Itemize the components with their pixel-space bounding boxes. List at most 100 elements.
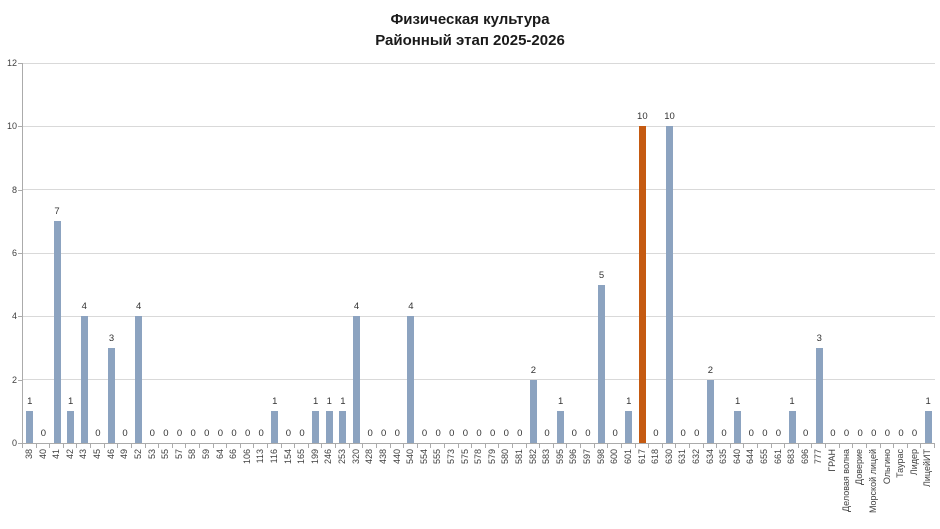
x-axis-label: 40 <box>37 449 48 460</box>
x-axis-label: 428 <box>364 449 375 465</box>
x-axis-tick <box>865 444 867 448</box>
x-axis-tick <box>784 444 786 448</box>
x-axis-tick <box>457 444 459 448</box>
bar-value-label: 1 <box>272 396 278 408</box>
x-axis-tick <box>552 444 554 448</box>
bar-value-label: 0 <box>680 428 686 439</box>
bar-value-label: 0 <box>857 428 863 439</box>
bar-value-label: 0 <box>95 428 101 439</box>
x-axis-tick <box>239 444 241 448</box>
x-axis-label: 320 <box>350 449 361 465</box>
x-axis-label: Доверие <box>854 449 865 485</box>
x-axis-label: 66 <box>228 449 239 460</box>
bar-value-label: 4 <box>408 301 414 313</box>
x-axis-label: 165 <box>296 449 307 465</box>
x-axis-tick <box>702 444 704 448</box>
bar-value-label: 1 <box>789 396 795 408</box>
x-axis-tick <box>117 444 119 448</box>
bar <box>135 316 143 443</box>
y-axis-label: 12 <box>6 58 17 68</box>
x-axis-tick <box>294 444 296 448</box>
x-axis-tick <box>430 444 432 448</box>
x-axis-line <box>22 443 935 444</box>
x-axis-tick <box>675 444 677 448</box>
x-axis-tick <box>934 444 935 448</box>
x-axis-label: 43 <box>78 449 89 460</box>
y-axis-label: 0 <box>11 438 17 448</box>
chart-title: Физическая культура Районный этап 2025-2… <box>0 9 940 51</box>
bar <box>67 411 75 443</box>
bar-value-label: 0 <box>612 428 618 439</box>
x-axis-label: 253 <box>337 449 348 465</box>
bar-value-label: 0 <box>381 428 387 439</box>
x-axis-tick <box>838 444 840 448</box>
x-axis-label: 199 <box>309 449 320 465</box>
bar-value-label: 0 <box>449 428 455 439</box>
bar-value-label: 0 <box>843 428 850 439</box>
bar-value-label: 0 <box>571 428 577 439</box>
bar-value-label: 1 <box>313 396 319 408</box>
x-axis-label: ЛицейИТ <box>922 449 933 487</box>
bar-value-label: 0 <box>163 428 169 439</box>
x-axis-label: 683 <box>786 449 797 465</box>
bar <box>666 126 674 443</box>
y-axis-tick <box>18 379 22 381</box>
bar-value-label: 0 <box>231 428 237 439</box>
y-axis-tick <box>18 316 22 318</box>
bar-value-label: 5 <box>598 269 605 281</box>
bar-value-label: 7 <box>54 206 60 218</box>
bar <box>352 316 360 443</box>
chart-title-line2: Районный этап 2025-2026 <box>375 32 565 49</box>
bar-value-label: 0 <box>299 428 305 439</box>
bar-value-label: 1 <box>340 396 346 408</box>
bar-value-label: 0 <box>421 428 428 439</box>
bar-value-label: 0 <box>190 428 196 439</box>
bar <box>407 316 415 443</box>
x-axis-label: 634 <box>704 449 715 465</box>
bar-value-label: 0 <box>775 428 782 439</box>
bar <box>788 411 796 443</box>
bar-value-label: 0 <box>217 428 223 439</box>
x-axis-tick <box>852 444 854 448</box>
x-axis-label: 438 <box>377 449 388 465</box>
x-axis-tick <box>620 444 622 448</box>
x-axis-tick <box>484 444 486 448</box>
bar <box>80 316 88 443</box>
x-axis-label: 661 <box>772 449 783 465</box>
gridline <box>23 252 935 254</box>
x-axis-label: 154 <box>282 449 293 465</box>
x-axis-tick <box>158 444 160 448</box>
x-axis-label: 655 <box>759 449 770 465</box>
bar <box>638 126 646 443</box>
x-axis-label: 632 <box>690 449 701 465</box>
x-axis-tick <box>729 444 731 448</box>
gridline <box>23 125 935 127</box>
bar <box>53 221 61 443</box>
x-axis-label: Таурас <box>895 449 906 478</box>
x-axis-label: 45 <box>92 449 103 460</box>
bar-value-label: 0 <box>476 428 482 439</box>
x-axis-label: 41 <box>51 449 62 460</box>
x-axis-tick <box>375 444 377 448</box>
bar-value-label: 0 <box>544 428 550 439</box>
x-axis-tick <box>226 444 228 448</box>
x-axis-tick <box>661 444 663 448</box>
bar <box>557 411 565 443</box>
x-axis-tick <box>716 444 718 448</box>
x-axis-label: 106 <box>241 449 252 465</box>
x-axis-label: 38 <box>24 449 34 460</box>
x-axis-label: 46 <box>105 449 116 460</box>
bar-value-label: 0 <box>285 428 292 439</box>
y-axis-label: 10 <box>6 121 17 132</box>
x-axis-label: 55 <box>160 449 171 460</box>
x-axis-tick <box>443 444 445 448</box>
bar-value-label: 1 <box>626 396 632 408</box>
x-axis-label: 583 <box>541 449 552 465</box>
bar-value-label: 0 <box>258 428 264 439</box>
x-axis-tick <box>920 444 922 448</box>
bar <box>598 284 605 443</box>
x-axis-tick <box>171 444 173 448</box>
x-axis-label: 246 <box>323 449 334 465</box>
x-axis-tick <box>593 444 595 448</box>
